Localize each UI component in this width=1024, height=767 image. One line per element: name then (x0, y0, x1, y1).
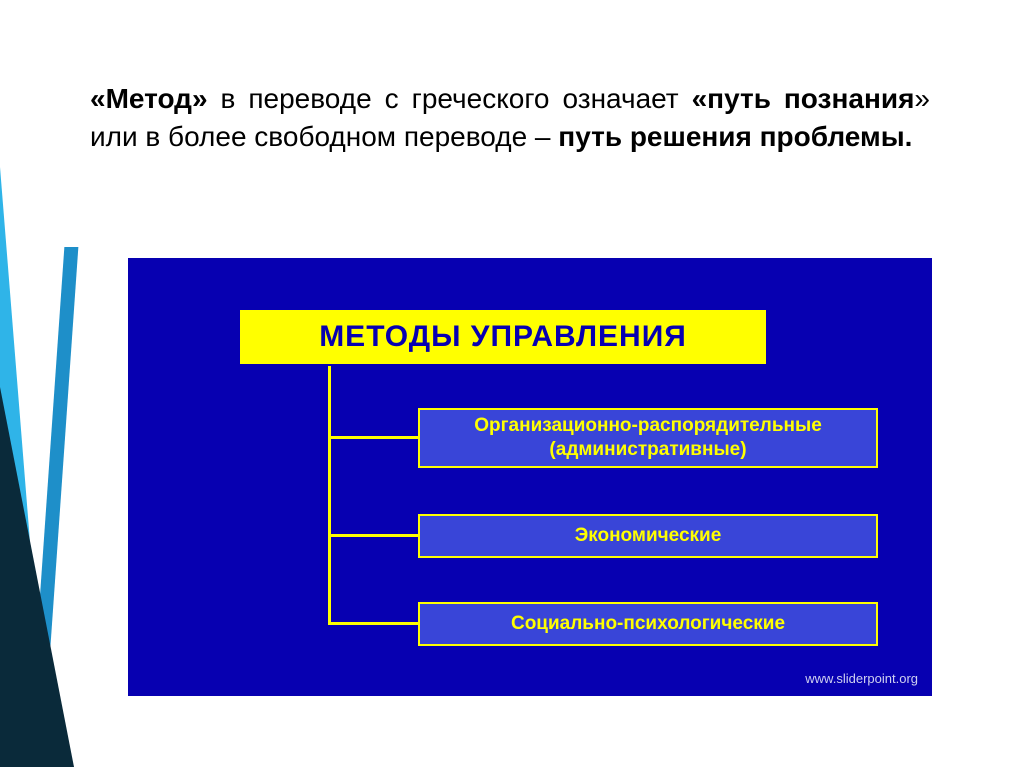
diagram-container: МЕТОДЫ УПРАВЛЕНИЯ Организационно-распоря… (128, 258, 932, 696)
text-a: в переводе с греческого означает (208, 83, 692, 114)
intro-paragraph: «Метод» в переводе с греческого означает… (90, 80, 930, 156)
child-box-1: Организационно-распорядительные (админис… (418, 408, 878, 468)
child-3-line1: Социально-психологические (511, 612, 785, 636)
text-bold-put: «путь познания (692, 83, 915, 114)
accent-triangle-dark (0, 387, 74, 767)
child-2-line1: Экономические (575, 524, 722, 548)
connector-h1 (328, 436, 418, 439)
text-bold-end: путь решения проблемы. (558, 121, 912, 152)
connector-vertical (328, 366, 331, 622)
watermark-text: www.sliderpoint.org (805, 671, 918, 686)
diagram-title-label: МЕТОДЫ УПРАВЛЕНИЯ (319, 320, 687, 354)
diagram-title-box: МЕТОДЫ УПРАВЛЕНИЯ (238, 308, 768, 366)
child-1-line2: (административные) (549, 438, 746, 462)
connector-h3 (328, 622, 418, 625)
child-1-line1: Организационно-распорядительные (474, 414, 822, 438)
connector-h2 (328, 534, 418, 537)
child-box-2: Экономические (418, 514, 878, 558)
child-box-3: Социально-психологические (418, 602, 878, 646)
text-bold-metod: «Метод» (90, 83, 208, 114)
